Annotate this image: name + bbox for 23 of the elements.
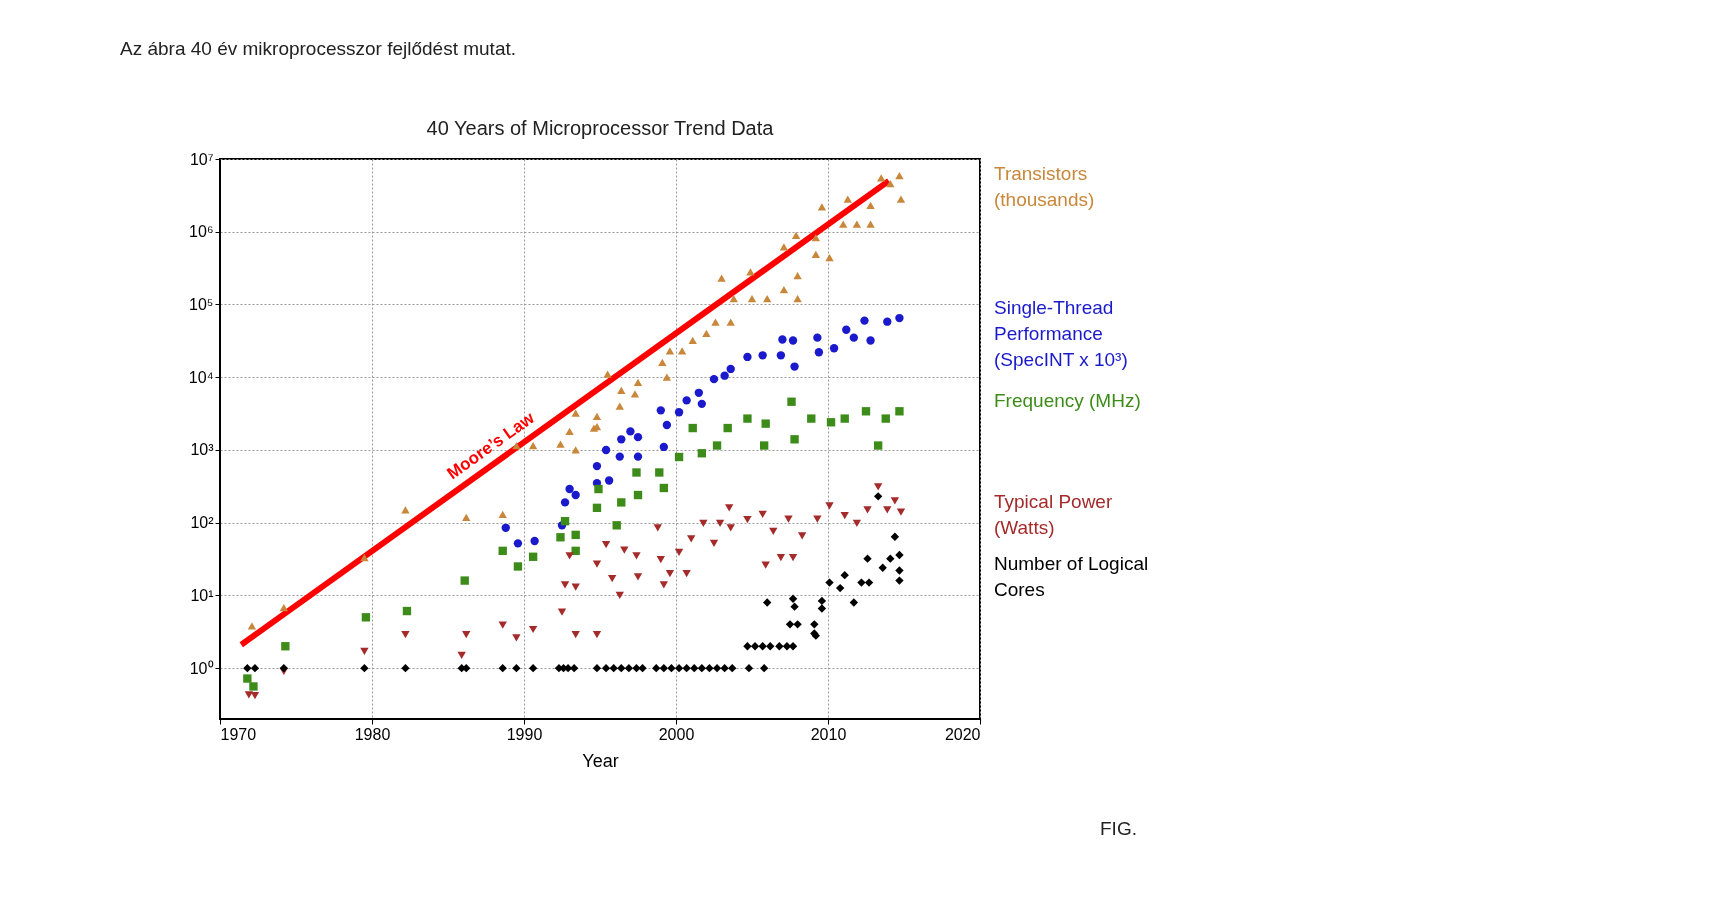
x-tick-label: 1970: [220, 725, 257, 743]
x-axis-title: Year: [582, 750, 619, 771]
x-tick-label: 2020: [944, 725, 981, 743]
text: FIG.: [1100, 818, 1137, 839]
text: Single-Thread Performance (SpecINT x 10³): [994, 297, 1128, 371]
y-tick-label: 10⁴: [188, 368, 214, 386]
y-tick-label: 10⁵: [189, 295, 214, 313]
text: Typical Power (Watts): [994, 491, 1113, 539]
text: Number of Logical Cores: [994, 553, 1149, 601]
y-tick-label: 10⁷: [189, 150, 214, 168]
x-tick-label: 2000: [658, 725, 695, 743]
x-tick-label: 2010: [810, 725, 847, 743]
y-tick-label: 10³: [190, 441, 215, 459]
x-tick-label: 1980: [354, 725, 391, 743]
y-tick-label: 10¹: [190, 586, 214, 604]
text: Az ábra 40 év mikroprocesszor fejlődést mutat.: [120, 38, 517, 59]
y-tick-label: 10⁰: [189, 659, 214, 677]
y-tick-label: 10²: [190, 514, 215, 532]
x-tick-label: 1990: [506, 725, 543, 743]
chart-title: 40 Years of Microprocessor Trend Data: [426, 117, 775, 139]
text: Transistors (thousands): [994, 162, 1095, 210]
text: Frequency (MHz): [994, 390, 1141, 412]
y-tick-label: 10⁶: [189, 223, 214, 241]
